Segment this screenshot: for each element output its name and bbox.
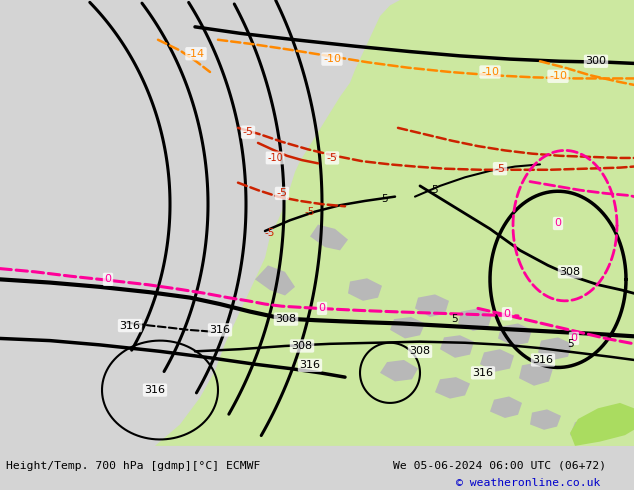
Text: 316: 316 [119, 320, 141, 331]
Text: © weatheronline.co.uk: © weatheronline.co.uk [456, 478, 601, 488]
Text: 308: 308 [410, 346, 430, 356]
Polygon shape [440, 335, 474, 358]
Text: -5: -5 [242, 127, 254, 137]
Text: -10: -10 [549, 71, 567, 81]
Text: -5: -5 [305, 207, 315, 217]
Text: -5: -5 [495, 164, 505, 173]
Polygon shape [570, 403, 634, 446]
Text: Height/Temp. 700 hPa [gdmp][°C] ECMWF: Height/Temp. 700 hPa [gdmp][°C] ECMWF [6, 461, 261, 471]
Polygon shape [380, 360, 418, 381]
Text: 308: 308 [292, 341, 313, 351]
Text: 308: 308 [559, 267, 581, 277]
Text: 316: 316 [145, 385, 165, 395]
Text: -10: -10 [267, 153, 283, 163]
Text: 0: 0 [503, 309, 510, 318]
Text: -10: -10 [323, 54, 341, 64]
Polygon shape [310, 224, 348, 250]
Text: 300: 300 [586, 56, 607, 66]
Polygon shape [530, 409, 561, 430]
Text: 0: 0 [318, 303, 325, 314]
Text: -5: -5 [276, 188, 287, 198]
Text: 316: 316 [533, 355, 553, 365]
Polygon shape [380, 394, 634, 446]
Text: 5: 5 [382, 194, 388, 204]
Text: 316: 316 [209, 325, 231, 335]
Polygon shape [570, 414, 625, 441]
Text: 0: 0 [555, 219, 562, 228]
Text: -5: -5 [265, 228, 275, 238]
Polygon shape [498, 323, 532, 346]
Text: 5: 5 [451, 314, 458, 324]
Polygon shape [155, 0, 634, 446]
Polygon shape [348, 278, 382, 301]
Polygon shape [480, 349, 514, 372]
Text: 5: 5 [567, 339, 573, 349]
Text: 316: 316 [472, 368, 493, 378]
Polygon shape [458, 308, 492, 331]
Text: 5: 5 [432, 185, 438, 195]
Text: -10: -10 [481, 67, 499, 77]
Text: We 05-06-2024 06:00 UTC (06+72): We 05-06-2024 06:00 UTC (06+72) [393, 461, 606, 471]
Text: -14: -14 [187, 49, 205, 59]
Polygon shape [435, 377, 470, 399]
Polygon shape [519, 362, 553, 386]
Polygon shape [538, 338, 572, 360]
Polygon shape [490, 396, 522, 418]
Polygon shape [390, 317, 425, 339]
Text: 308: 308 [275, 314, 297, 324]
Text: 0: 0 [105, 274, 112, 284]
Text: 0: 0 [571, 334, 578, 343]
Polygon shape [255, 266, 295, 295]
Polygon shape [415, 294, 449, 317]
Text: -5: -5 [327, 153, 337, 163]
Text: 316: 316 [299, 360, 321, 370]
